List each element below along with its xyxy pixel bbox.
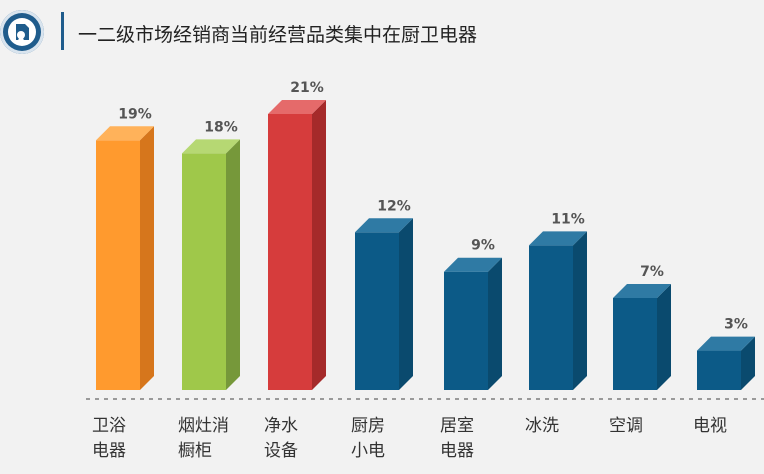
category-label: 居室	[440, 416, 474, 436]
bar-3	[268, 100, 326, 390]
bar-top	[96, 126, 154, 141]
bar-side	[226, 139, 240, 390]
bar-top	[613, 284, 671, 298]
bar-2	[182, 139, 240, 390]
value-label: 9%	[471, 238, 495, 254]
category-label: 厨房	[351, 416, 385, 436]
bar-5	[444, 257, 502, 390]
bar-side	[657, 284, 671, 390]
bar-top	[444, 257, 502, 272]
category-label: 电视	[693, 416, 727, 436]
category-label: 空调	[609, 416, 643, 436]
bar-top	[697, 336, 755, 351]
bar-top	[355, 218, 413, 233]
bar-6	[529, 231, 587, 390]
title-divider	[61, 12, 64, 50]
bar-top	[182, 139, 240, 154]
page-title: 一二级市场经销商当前经营品类集中在厨卫电器	[78, 24, 478, 46]
bar-front	[613, 298, 657, 390]
value-label: 7%	[640, 264, 664, 280]
bar-7	[613, 284, 671, 390]
category-label: 电器	[92, 441, 126, 461]
bar-side	[399, 218, 413, 390]
category-label: 小电	[351, 441, 385, 461]
bar-side	[312, 100, 326, 390]
bar-front	[697, 350, 741, 390]
bar-front	[355, 232, 399, 390]
header: 一二级市场经销商当前经营品类集中在厨卫电器	[0, 0, 764, 62]
bar-8	[697, 336, 755, 390]
bar-front	[268, 114, 312, 390]
bar-1	[96, 126, 154, 391]
shield-document-icon	[0, 10, 44, 54]
value-label: 19%	[118, 106, 152, 122]
category-label: 卫浴	[92, 416, 126, 436]
bar-top	[268, 100, 326, 114]
bar-side	[573, 231, 587, 390]
bar-side	[488, 257, 502, 390]
value-label: 21%	[290, 80, 324, 96]
category-label: 设备	[264, 441, 298, 461]
bar-side	[140, 126, 154, 391]
bar-side	[741, 336, 755, 390]
bar-front	[96, 140, 140, 390]
bar-top	[529, 231, 587, 246]
bar-front	[182, 153, 226, 390]
category-label: 冰洗	[525, 416, 559, 436]
value-label: 12%	[377, 198, 411, 214]
bar-front	[529, 245, 573, 390]
bar-front	[444, 271, 488, 390]
category-label: 电器	[440, 441, 474, 461]
category-label: 橱柜	[178, 441, 212, 461]
bar-4	[355, 218, 413, 390]
category-label: 净水	[264, 416, 298, 436]
value-label: 3%	[724, 317, 748, 333]
category-label: 烟灶消	[178, 416, 229, 436]
value-label: 11%	[551, 211, 585, 227]
value-label: 18%	[204, 119, 238, 135]
